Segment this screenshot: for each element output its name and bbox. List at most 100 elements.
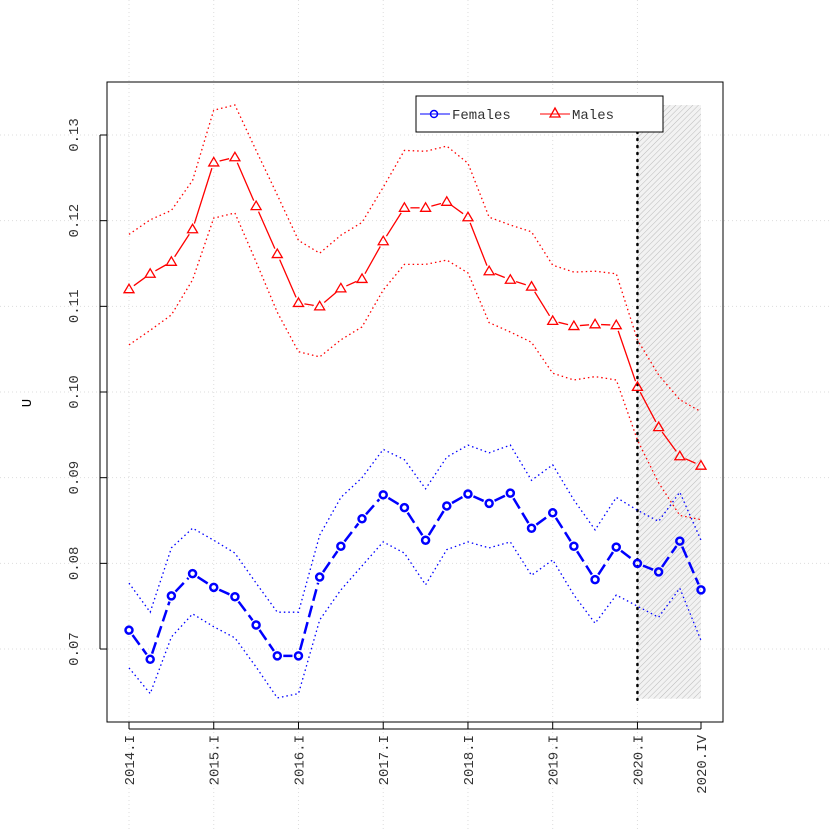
x-tick-label: 2016.I bbox=[292, 735, 308, 785]
females-point bbox=[507, 490, 514, 497]
axes: 2014.I 2015.I 2016.I 2017.I 2018.I 2019.I 2020… bbox=[67, 118, 711, 794]
females-line-segment bbox=[513, 498, 528, 523]
females-point bbox=[443, 502, 450, 509]
y-tick-label: 0.13 bbox=[67, 118, 83, 152]
males-point bbox=[421, 203, 431, 212]
females-line-segment bbox=[388, 498, 399, 505]
males-point bbox=[527, 282, 537, 291]
females-point bbox=[274, 652, 281, 659]
females-line-segment bbox=[323, 551, 337, 572]
females-point bbox=[380, 491, 387, 498]
plot-frame bbox=[107, 82, 723, 722]
females-point bbox=[359, 515, 366, 522]
males-line-segment bbox=[580, 325, 589, 326]
x-tick-label: 2020.I bbox=[631, 735, 647, 785]
females-point bbox=[253, 622, 260, 629]
females-point bbox=[570, 543, 577, 550]
females-line-segment bbox=[260, 630, 274, 651]
males-line-segment bbox=[535, 292, 550, 316]
females-line-segment bbox=[176, 578, 189, 592]
females-point bbox=[168, 592, 175, 599]
x-tick-label: 2019.I bbox=[547, 735, 563, 785]
females-point bbox=[464, 490, 471, 497]
males-line-segment bbox=[194, 168, 212, 223]
males-point bbox=[293, 298, 303, 307]
males-point bbox=[611, 320, 621, 329]
females-line-segment bbox=[621, 551, 633, 560]
y-tick-label: 0.10 bbox=[67, 375, 83, 409]
males-line-segment bbox=[280, 260, 296, 298]
females-line-segment bbox=[452, 497, 463, 503]
males-point bbox=[272, 249, 282, 258]
females-point bbox=[210, 584, 217, 591]
x-tick-label: 2017.I bbox=[377, 735, 393, 785]
females-point bbox=[337, 543, 344, 550]
females-line-segment bbox=[429, 511, 444, 535]
females-line-segment bbox=[152, 602, 169, 654]
males-point bbox=[442, 197, 452, 206]
males-point bbox=[336, 283, 346, 292]
females-line-segment bbox=[408, 513, 423, 535]
females-line-segment bbox=[473, 496, 483, 501]
females-line-segment bbox=[239, 602, 253, 621]
y-tick-label: 0.11 bbox=[67, 290, 83, 324]
males-point bbox=[505, 275, 515, 284]
males-line-segment bbox=[516, 282, 526, 285]
females-point bbox=[486, 500, 493, 507]
x-tick-label: 2014.I bbox=[123, 735, 139, 785]
legend-label-males: Males bbox=[572, 108, 614, 124]
forecast-shaded-area bbox=[637, 105, 701, 699]
females-point bbox=[295, 652, 302, 659]
males-line-segment bbox=[470, 223, 487, 266]
females-line-segment bbox=[219, 590, 229, 595]
males-line-segment bbox=[220, 159, 230, 161]
females-point bbox=[613, 544, 620, 551]
males-point bbox=[230, 152, 240, 161]
males-point bbox=[188, 224, 198, 233]
x-tick-label: 2018.I bbox=[462, 735, 478, 785]
females-point bbox=[231, 593, 238, 600]
females-point bbox=[592, 576, 599, 583]
males-line-segment bbox=[346, 281, 356, 286]
females-point bbox=[189, 570, 196, 577]
males-line-segment bbox=[324, 292, 336, 302]
y-tick-label: 0.12 bbox=[67, 204, 83, 238]
males-point bbox=[251, 201, 261, 210]
males-line-segment bbox=[134, 277, 145, 285]
males-line-segment bbox=[452, 205, 463, 213]
males-point bbox=[315, 301, 325, 310]
males-line-segment bbox=[559, 322, 569, 324]
females-line-segment bbox=[556, 518, 571, 541]
females-line-segment bbox=[198, 577, 209, 584]
males-line-segment bbox=[175, 234, 190, 256]
females-line-segment bbox=[536, 516, 547, 524]
males-point bbox=[569, 321, 579, 330]
females-upper-band bbox=[129, 445, 701, 612]
legend-label-females: Females bbox=[452, 108, 511, 124]
x-tick-label: 2015.I bbox=[208, 735, 224, 785]
males-point bbox=[484, 266, 494, 275]
males-point bbox=[357, 274, 367, 283]
males-line-segment bbox=[431, 203, 441, 206]
males-point bbox=[590, 319, 600, 328]
females-point bbox=[147, 656, 154, 663]
females-point bbox=[422, 537, 429, 544]
y-axis-label: U bbox=[20, 399, 36, 407]
females-point bbox=[401, 504, 408, 511]
males-line-segment bbox=[237, 163, 253, 201]
males-point bbox=[399, 203, 409, 212]
series-layer bbox=[124, 105, 706, 698]
females-line-segment bbox=[300, 583, 318, 650]
males-line-segment bbox=[365, 246, 380, 273]
females-line-segment bbox=[366, 499, 379, 514]
y-tick-label: 0.08 bbox=[67, 547, 83, 581]
females-point bbox=[316, 574, 323, 581]
males-line-segment bbox=[618, 331, 635, 381]
males-point bbox=[166, 257, 176, 266]
males-line-segment bbox=[386, 213, 401, 236]
males-line-segment bbox=[495, 273, 505, 277]
y-tick-label: 0.09 bbox=[67, 461, 83, 495]
females-lower-band bbox=[129, 542, 701, 698]
